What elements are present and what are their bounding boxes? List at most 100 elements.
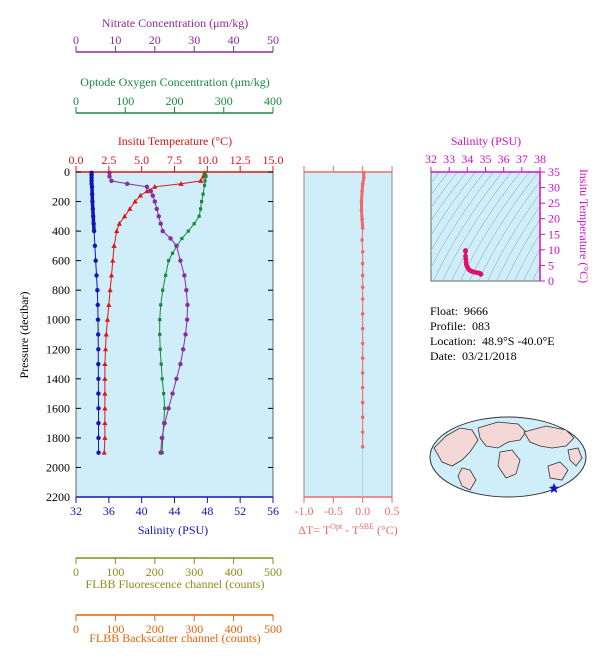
ts-density-contour — [431, 172, 494, 269]
nitrate-point — [184, 317, 190, 322]
delta-t-point — [360, 273, 365, 278]
salinity-point — [96, 435, 101, 441]
delta-t-tick-label: 0.5 — [385, 504, 400, 518]
temperature-point — [108, 272, 115, 278]
oxygen-tick-label: 0 — [73, 94, 79, 108]
delta-t-point — [360, 385, 365, 390]
nitrate-tick-label: 50 — [267, 33, 279, 47]
nitrate-tick-label: 20 — [149, 33, 161, 47]
backscatter-tick-label: 400 — [225, 622, 243, 636]
oxygen-tick-label: 200 — [166, 94, 184, 108]
temperature-point — [107, 287, 113, 293]
salinity-point — [96, 406, 101, 411]
temperature-tick-label: 12.5 — [230, 153, 251, 167]
temperature-point — [103, 331, 109, 337]
temperature-point — [127, 206, 133, 211]
temperature-axis-label: Insitu Temperature (°C) — [118, 134, 232, 148]
temperature-point — [102, 405, 108, 411]
location-line: Location: 48.9°S -40.0°E — [430, 334, 555, 348]
temperature-point — [101, 449, 107, 455]
delta-t-point — [360, 326, 365, 331]
pressure-axis-label: Pressure (decibar) — [17, 292, 31, 379]
ts-temperature-axis-label: Insitu Temperature (°C) — [577, 169, 591, 283]
temperature-point — [102, 376, 108, 381]
ts-temperature-tick-label: 5 — [548, 258, 554, 272]
ts-temperature-tick-label: 35 — [548, 165, 560, 179]
temperature-point — [116, 220, 122, 226]
nitrate-point — [180, 347, 186, 352]
oxygen-point — [204, 174, 208, 179]
nitrate-point — [107, 174, 112, 179]
oxygen-point — [170, 251, 175, 255]
backscatter-axis-label: FLBB Backscatter channel (counts) — [89, 631, 261, 645]
ts-density-contour — [496, 205, 540, 281]
ts-salinity-tick-label: 32 — [425, 152, 437, 166]
date-value: 03/21/2018 — [462, 349, 517, 363]
backscatter-axis: 0 100 200 300 400 500 FLBB Backscatter channe… — [73, 614, 282, 645]
nitrate-tick-label: 10 — [109, 33, 121, 47]
ts-density-contour — [505, 218, 540, 281]
nitrate-point — [144, 184, 150, 189]
temperature-point — [178, 181, 184, 186]
nitrate-point — [182, 273, 187, 278]
delta-t-point — [362, 176, 366, 180]
ts-salinity-tick-label: 35 — [480, 152, 492, 166]
world-map-icon — [429, 416, 587, 498]
delta-t-tick-label: -1.0 — [295, 504, 314, 518]
oxygen-tick-label: 100 — [116, 94, 134, 108]
oxygen-point — [159, 362, 163, 366]
profile-line: Profile: 083 — [430, 319, 490, 333]
nitrate-point — [174, 376, 179, 382]
ts-salinity-tick-label: 34 — [461, 152, 473, 166]
nitrate-point — [156, 214, 161, 219]
pressure-tick-label: 1000 — [46, 313, 70, 327]
fluorescence-tick-label: 100 — [106, 565, 124, 579]
oxygen-point — [203, 179, 207, 183]
pressure-tick-label: 800 — [52, 283, 70, 297]
temperature-tick-label: 10.0 — [197, 153, 218, 167]
ts-temperature-tick-label: 0 — [548, 274, 554, 288]
ts-salinity-axis: 32 33 34 35 36 37 38 — [425, 152, 546, 172]
oxygen-point — [159, 303, 163, 307]
fluorescence-tick-label: 200 — [146, 565, 164, 579]
pressure-tick-label: 200 — [52, 195, 70, 209]
temperature-point — [104, 316, 111, 322]
salinity-point — [95, 317, 101, 322]
salinity-tick-label: 48 — [201, 504, 213, 518]
profile-value: 083 — [472, 319, 490, 333]
temperature-tick-label: 5.0 — [134, 153, 149, 167]
temperature-point — [102, 435, 108, 440]
float-value: 9666 — [464, 304, 489, 318]
delta-t-point — [360, 189, 364, 194]
oxygen-tick-label: 400 — [264, 94, 282, 108]
oxygen-point — [201, 192, 205, 196]
nitrate-point — [150, 193, 156, 198]
profile-plot-area — [75, 171, 274, 498]
oxygen-point — [180, 236, 184, 241]
salinity-point — [96, 347, 101, 352]
ts-salinity-tick-label: 33 — [443, 152, 455, 166]
delta-t-point — [360, 444, 365, 449]
temperature-point — [110, 257, 116, 263]
ts-density-contour — [460, 172, 530, 281]
nitrate-axis: Nitrate Concentration (μm/kg) 0 10 20 30 40 5… — [73, 16, 279, 53]
pressure-tick-label: 1400 — [46, 372, 70, 386]
salinity-axis-label: Salinity (PSU) — [138, 523, 208, 537]
delta-t-point — [360, 400, 365, 405]
salinity-tick-label: 32 — [70, 504, 82, 518]
ts-point — [478, 271, 484, 277]
oxygen-point — [158, 332, 162, 337]
temperature-tick-label: 7.5 — [167, 153, 182, 167]
ts-temperature-tick-label: 15 — [548, 227, 560, 241]
ts-salinity-tick-label: 37 — [516, 152, 528, 166]
nitrate-point — [158, 221, 163, 226]
nitrate-axis-label: Nitrate Concentration (μm/kg) — [102, 16, 248, 30]
salinity-point — [94, 273, 99, 278]
fluorescence-axis: 0 100 200 300 400 500 FLBB Fluorescence chann… — [73, 557, 282, 591]
delta-t-series — [359, 170, 366, 449]
ts-point — [463, 249, 468, 254]
ts-density-contour — [451, 172, 521, 281]
salinity-point — [95, 332, 101, 337]
